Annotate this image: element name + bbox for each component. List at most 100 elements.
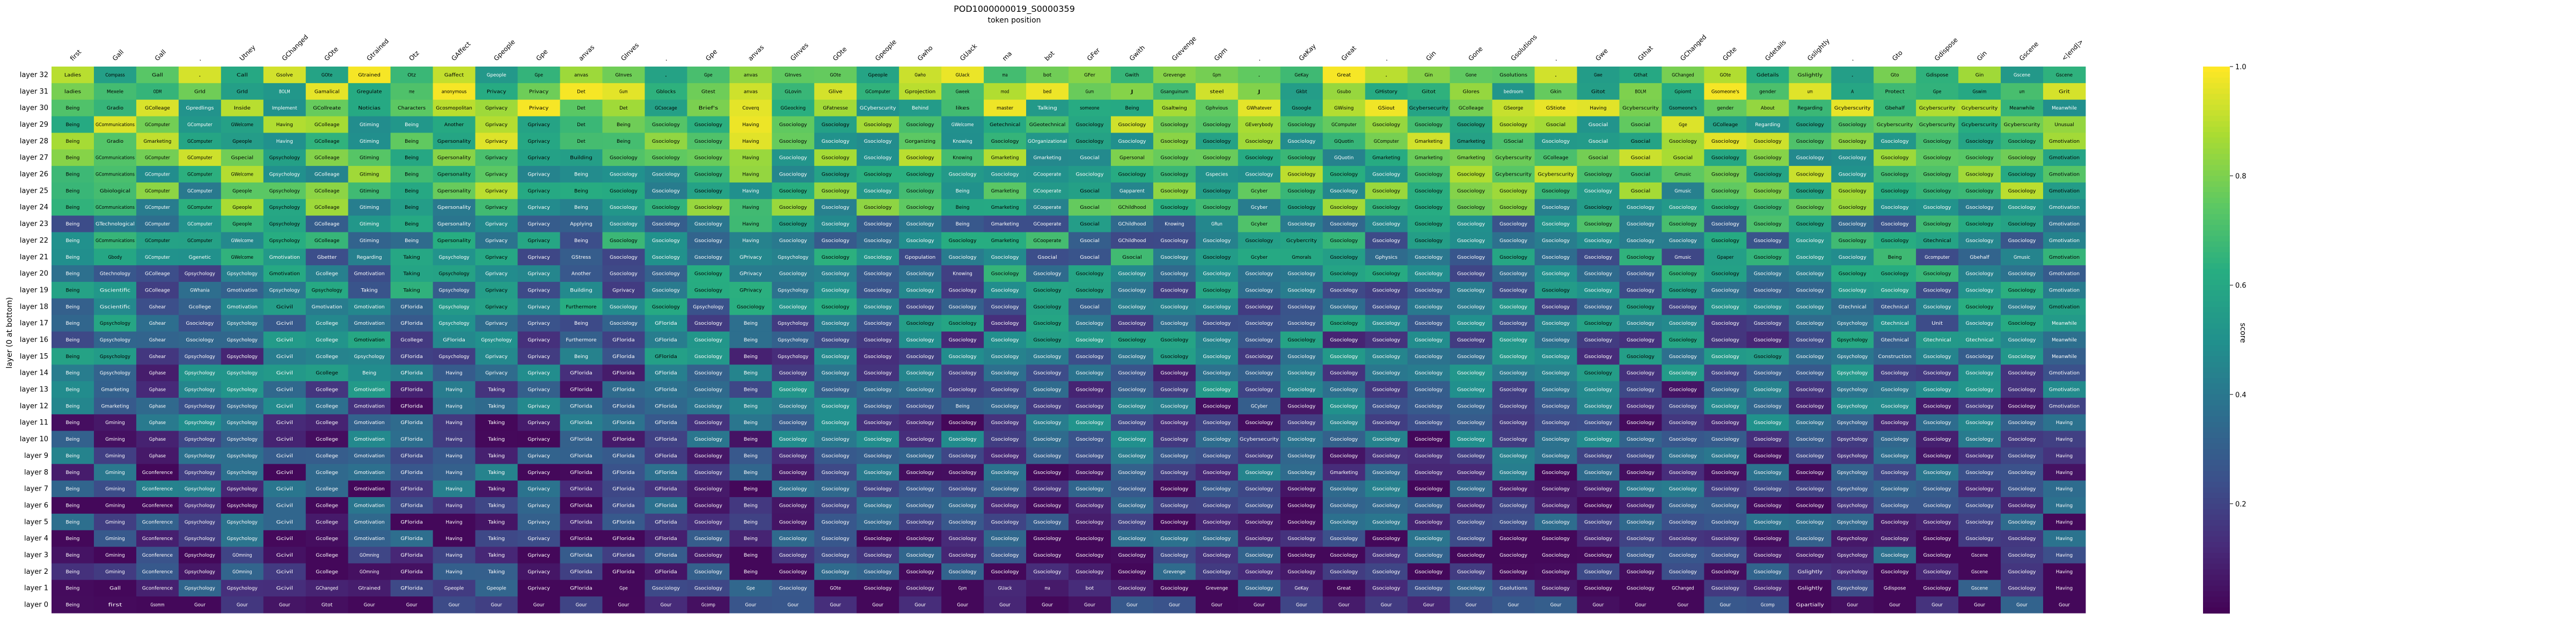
cell-token: Gsociology [1160, 139, 1189, 144]
cell-token: GWelcome [231, 122, 254, 128]
cell-token: Gsociology [1075, 570, 1104, 575]
heatmap-cell [93, 182, 137, 200]
colorbar-segment [2203, 373, 2230, 379]
cell-token: Gmarketing [143, 139, 171, 144]
cell-token: Being [744, 536, 758, 542]
heatmap-cell [1450, 331, 1493, 348]
heatmap-cell [1492, 414, 1535, 432]
cell-token: GFlorida [612, 338, 635, 343]
cell-token: Gsociology [1881, 470, 1909, 476]
cell-token: Gsociology [1330, 272, 1358, 277]
cell-token: Gsociology [1245, 388, 1274, 393]
heatmap-cell [1746, 67, 1789, 84]
cell-token: Gpsychology [227, 454, 258, 459]
colorbar-segment [2203, 252, 2230, 259]
heatmap-cell [1831, 249, 1874, 266]
heatmap-cell [1746, 149, 1789, 166]
heatmap-cell [1662, 431, 1704, 448]
heatmap-cell [178, 199, 222, 216]
heatmap-cell [1280, 182, 1323, 200]
cell-token: bed [1043, 89, 1052, 94]
heatmap-cell [1450, 67, 1493, 84]
cell-token: Knowing [1165, 222, 1184, 227]
colorbar-segment [2203, 290, 2230, 297]
cell-token: Gmarketing [991, 156, 1019, 161]
heatmap-cell [602, 513, 645, 531]
cell-token: Having [2056, 586, 2073, 592]
heatmap-cell [857, 199, 899, 216]
heatmap-cell [1195, 530, 1239, 548]
heatmap-cell [2001, 364, 2044, 382]
heatmap-cell [1916, 249, 1959, 266]
heatmap-cell [1746, 546, 1789, 564]
heatmap-cell [1069, 447, 1111, 464]
cell-token: Gprivacy [485, 238, 508, 244]
heatmap-cell [1831, 149, 1874, 166]
cell-token: Gsociology [1711, 404, 1740, 409]
cell-token: Gcollege [316, 404, 338, 409]
cell-token: Gsociology [1669, 222, 1697, 227]
heatmap-cell [857, 331, 899, 348]
cell-token: Gour [1254, 603, 1265, 608]
cell-token: Gsociology [2008, 503, 2037, 508]
cell-token: Gsociology [1287, 188, 1316, 194]
heatmap-cell [602, 397, 645, 415]
cell-token: Gsociology [1160, 238, 1189, 244]
heatmap-cell [1874, 298, 1916, 316]
heatmap-cell [1450, 133, 1493, 150]
heatmap-cell [1365, 149, 1408, 166]
cell-token: Gour [533, 603, 545, 608]
heatmap-cell [941, 530, 984, 548]
cell-token: Gsociology [1287, 503, 1316, 508]
colorbar-segment [2203, 296, 2230, 302]
heatmap-cell [1662, 397, 1704, 415]
heatmap-cell [2001, 67, 2044, 84]
heatmap-cell [136, 464, 179, 481]
cell-token: Gsociology [1499, 321, 1528, 326]
colorbar-segment [2203, 72, 2230, 78]
cell-token: Gpersonality [437, 238, 471, 244]
column-label: Gwith [1128, 44, 1146, 62]
cell-token: Gsociology [1499, 536, 1528, 542]
heatmap-cell [1874, 364, 1916, 382]
cell-token: Gsociology [1457, 288, 1485, 293]
column-label: . [1552, 56, 1558, 63]
heatmap-cell [1662, 199, 1704, 216]
cell-token: Gorganizing [905, 139, 935, 144]
cell-token: Gsociology [1330, 487, 1358, 492]
heatmap-cell [433, 530, 476, 548]
heatmap-cell [305, 497, 349, 514]
cell-token: Having [2056, 420, 2073, 426]
heatmap-cell [1026, 315, 1069, 332]
cell-token: Gsociology [1287, 404, 1316, 409]
heatmap-cell [1619, 513, 1662, 531]
cell-token: Gpsychology [227, 586, 258, 592]
cell-token: Gregulate [357, 89, 382, 94]
colorbar-segment [2203, 602, 2230, 608]
cell-token: Gtiming [360, 238, 379, 244]
heatmap-cell [899, 563, 942, 580]
cell-token: Gsociology [1203, 122, 1231, 128]
cell-token: Gsociology [864, 437, 892, 442]
cell-token: Gsociology [1330, 404, 1358, 409]
heatmap-cell [729, 431, 772, 448]
heatmap-cell [645, 431, 687, 448]
cell-token: Taking [402, 288, 420, 293]
cell-token: Gsociology [1754, 586, 1782, 592]
heatmap-cell [1069, 133, 1111, 150]
heatmap-cell [1746, 315, 1789, 332]
heatmap-cell [814, 249, 857, 266]
cell-token: Gpsychology [1837, 503, 1868, 508]
heatmap-cell [1958, 497, 2001, 514]
cell-token: Being [574, 172, 588, 178]
heatmap-cell [1492, 497, 1535, 514]
cell-token: GOrganizational [1028, 139, 1067, 144]
cell-token: Gprivacy [528, 354, 550, 360]
heatmap-cell [475, 99, 518, 117]
heatmap-cell [221, 133, 264, 150]
cell-token: Being [744, 553, 758, 558]
heatmap-cell [941, 265, 984, 282]
heatmap-cell [52, 348, 94, 365]
heatmap-cell [1195, 182, 1239, 200]
